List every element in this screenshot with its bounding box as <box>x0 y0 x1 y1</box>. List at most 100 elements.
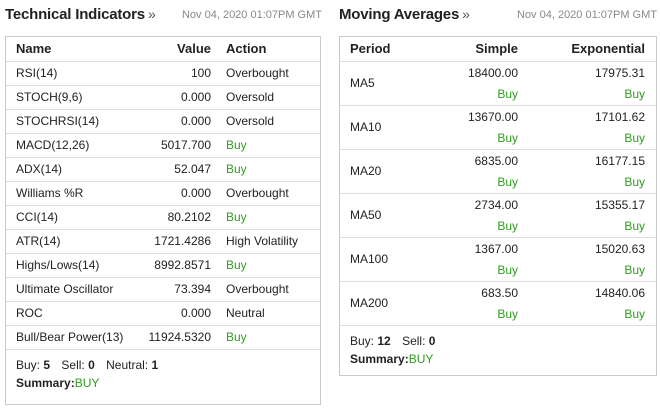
moving-averages-timestamp: Nov 04, 2020 01:07PM GMT <box>516 9 657 21</box>
indicator-name: Ultimate Oscillator <box>6 276 126 301</box>
simple-value: 1367.00 <box>474 241 518 256</box>
exponential-cell: 17101.62 Buy <box>518 104 656 149</box>
indicator-action: Overbought <box>211 60 320 85</box>
exponential-action: Buy <box>624 262 645 277</box>
simple-value: 13670.00 <box>467 109 518 124</box>
summary-line: Summary:BUY <box>16 374 310 392</box>
sell-count-value: 0 <box>428 333 436 348</box>
indicator-action: Buy <box>211 132 320 157</box>
neutral-count-label: Neutral: <box>106 357 149 372</box>
table-row: ROC 0.000 Neutral <box>6 300 320 325</box>
ma-period: MA5 <box>340 60 430 105</box>
summary-value: BUY <box>408 351 434 366</box>
simple-cell: 18400.00 Buy <box>430 60 518 105</box>
exponential-action: Buy <box>624 218 645 233</box>
exponential-value: 17101.62 <box>594 109 645 124</box>
exponential-value: 15355.17 <box>594 197 645 212</box>
table-row: Ultimate Oscillator 73.394 Overbought <box>6 276 320 301</box>
moving-averages-box: Period Simple Exponential MA5 18400.00 Buy… <box>339 36 657 376</box>
technical-indicators-timestamp: Nov 04, 2020 01:07PM GMT <box>181 9 322 21</box>
buy-count-label: Buy: <box>16 357 41 372</box>
indicator-name: MACD(12,26) <box>6 132 126 157</box>
exponential-cell: 16177.15 Buy <box>518 148 656 193</box>
indicator-action: Buy <box>211 324 320 350</box>
table-row: ADX(14) 52.047 Buy <box>6 156 320 181</box>
simple-action: Buy <box>497 218 518 233</box>
indicator-action: Overbought <box>211 276 320 301</box>
double-chevron-right-icon[interactable]: » <box>147 6 156 22</box>
simple-cell: 683.50 Buy <box>430 280 518 326</box>
summary-value: BUY <box>74 375 100 390</box>
double-chevron-right-icon[interactable]: » <box>462 6 470 22</box>
simple-value: 6835.00 <box>474 153 518 168</box>
technical-indicators-table: Name Value Action RSI(14) 100 Overbought ST… <box>6 37 320 350</box>
technical-indicators-body: RSI(14) 100 Overbought STOCH(9,6) 0.000 Overs… <box>6 60 320 350</box>
technical-indicators-title[interactable]: Technical Indicators» <box>5 6 156 23</box>
indicator-name: ROC <box>6 300 126 325</box>
table-header-row: Period Simple Exponential <box>340 37 656 61</box>
ma-period: MA10 <box>340 104 430 149</box>
exponential-value: 17975.31 <box>594 65 645 80</box>
simple-action: Buy <box>497 86 518 101</box>
buy-count-label: Buy: <box>350 333 375 348</box>
indicator-value: 5017.700 <box>126 132 211 157</box>
table-row: MA50 2734.00 Buy 15355.17 Buy <box>340 192 656 237</box>
buy-count-value: 12 <box>377 333 391 348</box>
technical-indicators-title-text[interactable]: Technical Indicators <box>5 6 145 23</box>
table-row: MA10 13670.00 Buy 17101.62 Buy <box>340 104 656 149</box>
indicator-action: Buy <box>211 156 320 181</box>
exponential-cell: 14840.06 Buy <box>518 280 656 326</box>
indicator-name: Williams %R <box>6 180 126 205</box>
indicator-name: Highs/Lows(14) <box>6 252 126 277</box>
summary-label: Summary: <box>350 351 409 366</box>
column-header-simple: Simple <box>475 41 518 57</box>
simple-cell: 2734.00 Buy <box>430 192 518 237</box>
column-header-name: Name <box>16 41 52 57</box>
ma-period: MA20 <box>340 148 430 193</box>
summary-line: Summary:BUY <box>350 350 646 368</box>
exponential-cell: 17975.31 Buy <box>518 60 656 105</box>
indicator-value: 8992.8571 <box>126 252 211 277</box>
moving-averages-panel: Moving Averages» Nov 04, 2020 01:07PM GM… <box>339 0 657 376</box>
simple-action: Buy <box>497 174 518 189</box>
indicator-value: 0.000 <box>126 300 211 325</box>
simple-cell: 6835.00 Buy <box>430 148 518 193</box>
exponential-cell: 15355.17 Buy <box>518 192 656 237</box>
simple-action: Buy <box>497 262 518 277</box>
buy-count-value: 5 <box>43 357 51 372</box>
table-row: MA100 1367.00 Buy 15020.63 Buy <box>340 236 656 281</box>
indicator-value: 52.047 <box>126 156 211 181</box>
indicator-value: 73.394 <box>126 276 211 301</box>
technical-indicators-header: Technical Indicators» Nov 04, 2020 01:07… <box>5 0 322 30</box>
indicator-value: 0.000 <box>126 108 211 133</box>
indicator-value: 0.000 <box>126 84 211 109</box>
simple-value: 2734.00 <box>474 197 518 212</box>
column-header-exponential: Exponential <box>571 41 645 57</box>
moving-averages-title-text[interactable]: Moving Averages <box>339 6 460 23</box>
indicator-name: RSI(14) <box>6 60 126 85</box>
sell-count-label: Sell: <box>61 357 85 372</box>
table-row: Highs/Lows(14) 8992.8571 Buy <box>6 252 320 277</box>
column-header-value: Value <box>177 41 211 57</box>
indicator-name: STOCH(9,6) <box>6 84 126 109</box>
moving-averages-footer: Buy: 12 Sell: 0 Summary:BUY <box>340 326 656 368</box>
exponential-action: Buy <box>624 306 645 321</box>
indicator-action: Buy <box>211 204 320 229</box>
exponential-value: 15020.63 <box>594 241 645 256</box>
indicator-name: ATR(14) <box>6 228 126 253</box>
indicator-name: Bull/Bear Power(13) <box>6 324 126 350</box>
simple-cell: 1367.00 Buy <box>430 236 518 281</box>
summary-label: Summary: <box>16 375 75 390</box>
exponential-value: 16177.15 <box>594 153 645 168</box>
signal-counts: Buy: 5 Sell: 0 Neutral: 1 <box>16 356 310 374</box>
indicator-action: Overbought <box>211 180 320 205</box>
table-row: CCI(14) 80.2102 Buy <box>6 204 320 229</box>
indicator-action: Oversold <box>211 108 320 133</box>
indicator-action: Oversold <box>211 84 320 109</box>
table-row: STOCH(9,6) 0.000 Oversold <box>6 84 320 109</box>
moving-averages-title[interactable]: Moving Averages» <box>339 6 470 23</box>
indicator-action: High Volatility <box>211 228 320 253</box>
table-row: MACD(12,26) 5017.700 Buy <box>6 132 320 157</box>
exponential-action: Buy <box>624 130 645 145</box>
indicator-action: Buy <box>211 252 320 277</box>
